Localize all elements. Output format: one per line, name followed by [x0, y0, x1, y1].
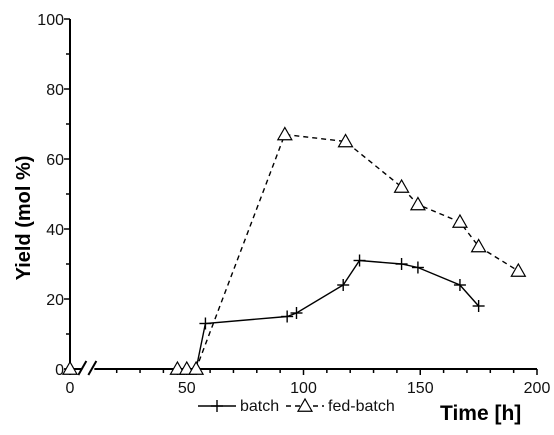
x-axis-label: Time [h] — [440, 402, 521, 425]
batch-point — [290, 307, 303, 319]
series-lines — [177, 133, 519, 370]
axes — [64, 18, 538, 376]
fed-batch-point — [61, 360, 79, 375]
batch-point — [337, 279, 350, 291]
legend-fed-batch-label: fed-batch — [328, 398, 395, 415]
x-tick-label: 200 — [524, 380, 551, 397]
x-tick-label: 50 — [178, 380, 196, 397]
fed-batch-point — [296, 397, 314, 412]
batch-point — [411, 261, 424, 274]
fed-batch-point — [409, 196, 426, 211]
fed-batch-point — [510, 262, 527, 277]
fed-batch-point — [188, 360, 205, 375]
legend: batch fed-batch — [198, 397, 395, 415]
x-tick-label: 0 — [66, 380, 75, 397]
batch-point — [281, 310, 294, 323]
batch-point — [472, 300, 485, 312]
legend-batch-label: batch — [240, 398, 279, 415]
fed-batch-point — [470, 238, 487, 253]
fed-batch-point — [393, 178, 410, 193]
fed-batch-point — [451, 213, 468, 228]
batch-point — [211, 400, 223, 412]
y-tick-label: 0 — [55, 362, 64, 379]
x-tick-label: 150 — [407, 380, 434, 397]
axis-break-mark — [87, 360, 98, 376]
y-tick-label: 20 — [46, 292, 64, 309]
axis-break-mark — [77, 360, 88, 376]
series-markers — [61, 126, 527, 375]
fed-batch-point — [276, 126, 293, 141]
y-axis-label: Yield (mol %) — [13, 156, 35, 281]
y-tick-label: 100 — [37, 12, 64, 29]
batch-point — [199, 317, 212, 330]
x-tick-label: 100 — [290, 380, 317, 397]
axis-break-gap — [82, 363, 95, 375]
batch-line — [177, 259, 480, 370]
batch-point — [395, 258, 408, 270]
y-tick-label: 60 — [46, 152, 64, 169]
tick-labels: 0 20 40 60 80 100 0 50 100 150 200 — [37, 12, 550, 397]
batch-point — [453, 279, 466, 291]
y-tick-label: 40 — [46, 222, 64, 239]
batch-point — [353, 254, 366, 267]
fed-batch-line — [177, 133, 519, 370]
y-tick-label: 80 — [46, 82, 64, 99]
fed-batch-point — [337, 133, 354, 148]
